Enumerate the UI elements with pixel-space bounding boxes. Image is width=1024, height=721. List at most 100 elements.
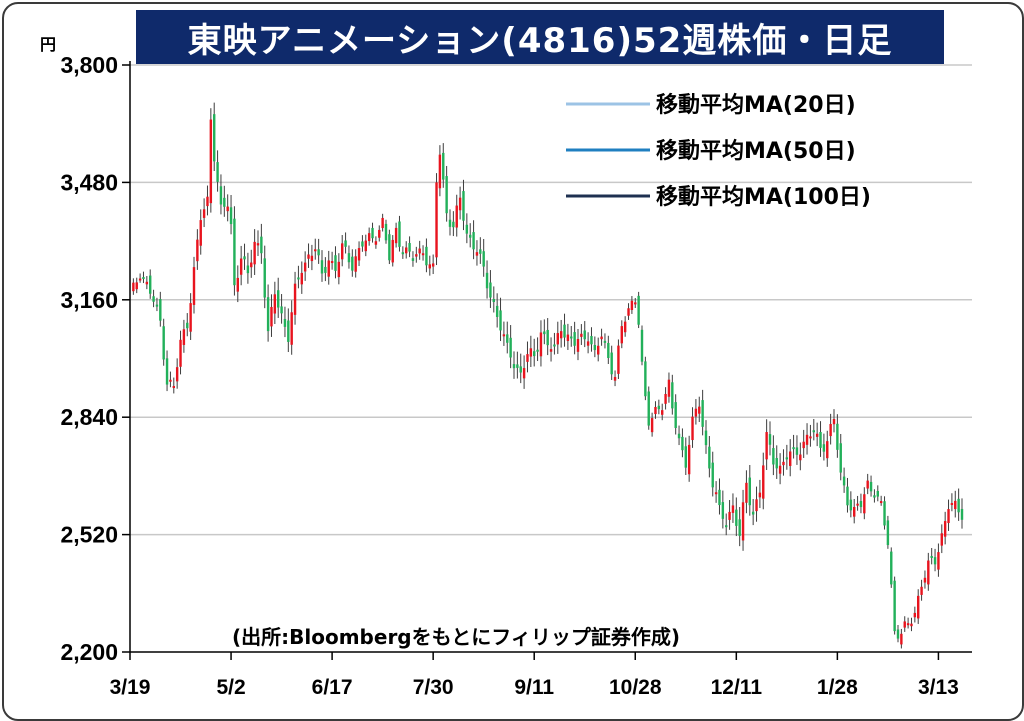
candle-up — [782, 461, 785, 466]
candle-down — [842, 476, 846, 486]
y-tick-label: 2,520 — [60, 522, 118, 548]
candle-down — [213, 114, 216, 162]
candle-up — [378, 229, 381, 238]
candle-down — [243, 256, 246, 260]
candle-down — [869, 481, 873, 492]
candle-up — [357, 248, 361, 261]
candle-down — [792, 447, 795, 450]
candle-up — [303, 262, 307, 272]
candle-down — [492, 298, 495, 303]
candle-down — [836, 423, 839, 450]
candle-up — [600, 336, 603, 340]
candle-down — [701, 400, 704, 427]
candle-down — [216, 162, 219, 182]
candle-up — [613, 376, 617, 381]
candle-up — [138, 278, 142, 281]
candle-up — [381, 217, 384, 229]
candle-down — [677, 433, 681, 439]
candle-down — [287, 320, 290, 342]
candle-down — [442, 152, 445, 180]
candle-down — [462, 191, 465, 221]
candle-down — [721, 502, 725, 519]
candle-up — [169, 379, 172, 382]
candle-up — [741, 502, 745, 541]
candle-up — [917, 595, 920, 619]
candle-up — [330, 261, 334, 264]
candle-down — [607, 342, 610, 358]
candle-up — [418, 248, 421, 254]
candle-down — [229, 207, 233, 225]
candle-up — [307, 254, 310, 259]
candle-down — [674, 402, 677, 428]
candle-down — [152, 296, 155, 302]
candle-down — [896, 629, 900, 639]
candle-up — [435, 182, 438, 258]
candle-up — [694, 408, 698, 417]
candle-up — [196, 239, 199, 262]
candle-up — [310, 255, 314, 262]
candle-down — [570, 336, 573, 339]
candle-down — [371, 227, 374, 239]
candle-down — [775, 458, 778, 469]
candle-up — [300, 272, 303, 285]
candle-down — [445, 176, 448, 214]
candle-down — [839, 443, 842, 473]
candle-down — [822, 444, 826, 452]
candle-down — [149, 275, 152, 294]
candle-down — [283, 318, 287, 327]
candle-down — [401, 252, 405, 255]
legend-label: 移動平均MA(100日) — [656, 184, 871, 210]
candle-down — [849, 499, 853, 511]
candle-up — [394, 227, 398, 244]
axes — [122, 61, 972, 660]
candle-up — [802, 441, 805, 449]
candle-down — [159, 299, 162, 321]
candle-up — [250, 262, 253, 268]
candle-up — [597, 345, 600, 355]
candle-down — [573, 332, 576, 346]
candle-up — [421, 253, 425, 256]
candle-down — [317, 249, 320, 256]
candle-down — [246, 265, 250, 274]
candle-down — [519, 366, 522, 373]
x-tick-label: 3/19 — [110, 676, 151, 699]
candle-down — [603, 340, 607, 343]
candle-down — [512, 364, 516, 369]
candle-down — [452, 221, 455, 228]
chart-title: 東映アニメーション(4816)52週株価・日足 — [136, 10, 944, 64]
candle-up — [815, 433, 819, 437]
candle-down — [489, 282, 492, 298]
candle-down — [543, 331, 546, 335]
candle-down — [411, 258, 415, 261]
candle-up — [239, 258, 243, 275]
candle-up — [135, 282, 138, 290]
candle-down — [933, 557, 937, 565]
x-tick-label: 9/11 — [514, 676, 554, 699]
candle-down — [155, 304, 159, 307]
candle-down — [748, 477, 751, 506]
candle-up — [627, 308, 630, 316]
candle-up — [172, 386, 175, 389]
y-tick-label: 3,800 — [60, 52, 118, 78]
candle-up — [539, 332, 543, 357]
candle-up — [913, 612, 917, 618]
candle-up — [226, 206, 229, 212]
candle-up — [132, 282, 135, 292]
candle-down — [499, 310, 502, 331]
y-tick-label: 2,200 — [60, 639, 118, 665]
candle-up — [391, 239, 394, 263]
candle-up — [950, 503, 954, 506]
candle-down — [263, 258, 266, 298]
candle-up — [199, 220, 202, 246]
x-tick-label: 3/13 — [918, 676, 959, 699]
candle-up — [900, 633, 903, 645]
candle-down — [388, 234, 391, 261]
candle-up — [799, 454, 802, 461]
legend-label: 移動平均MA(50日) — [656, 138, 856, 164]
candle-down — [280, 306, 283, 314]
candle-up — [954, 500, 957, 510]
candle-down — [398, 221, 401, 247]
candle-up — [209, 119, 213, 204]
candle-down — [536, 349, 539, 352]
